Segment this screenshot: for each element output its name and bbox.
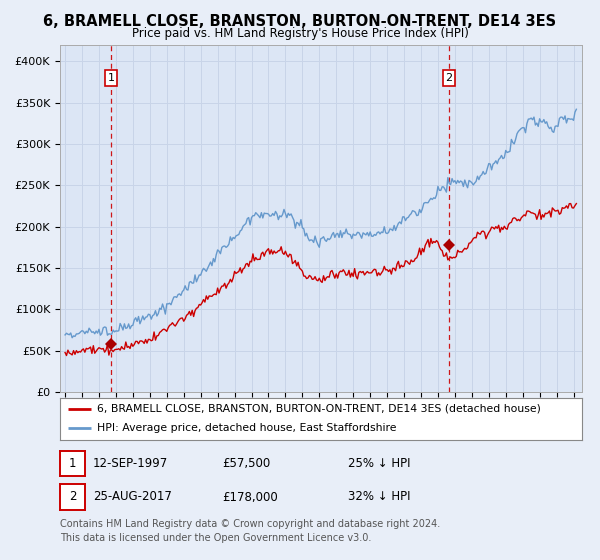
Text: Price paid vs. HM Land Registry's House Price Index (HPI): Price paid vs. HM Land Registry's House … (131, 27, 469, 40)
Text: 6, BRAMELL CLOSE, BRANSTON, BURTON-ON-TRENT, DE14 3ES (detached house): 6, BRAMELL CLOSE, BRANSTON, BURTON-ON-TR… (97, 404, 541, 414)
Text: 25-AUG-2017: 25-AUG-2017 (93, 491, 172, 503)
Text: 1: 1 (69, 457, 76, 470)
Text: 12-SEP-1997: 12-SEP-1997 (93, 457, 168, 470)
Text: Contains HM Land Registry data © Crown copyright and database right 2024.: Contains HM Land Registry data © Crown c… (60, 519, 440, 529)
Text: 2: 2 (445, 73, 452, 83)
Text: 32% ↓ HPI: 32% ↓ HPI (348, 491, 410, 503)
Text: This data is licensed under the Open Government Licence v3.0.: This data is licensed under the Open Gov… (60, 533, 371, 543)
Text: 6, BRAMELL CLOSE, BRANSTON, BURTON-ON-TRENT, DE14 3ES: 6, BRAMELL CLOSE, BRANSTON, BURTON-ON-TR… (43, 14, 557, 29)
Text: 1: 1 (107, 73, 115, 83)
Text: £57,500: £57,500 (222, 457, 270, 470)
Text: £178,000: £178,000 (222, 491, 278, 503)
Text: 25% ↓ HPI: 25% ↓ HPI (348, 457, 410, 470)
Text: 2: 2 (69, 491, 76, 503)
Text: HPI: Average price, detached house, East Staffordshire: HPI: Average price, detached house, East… (97, 423, 396, 433)
